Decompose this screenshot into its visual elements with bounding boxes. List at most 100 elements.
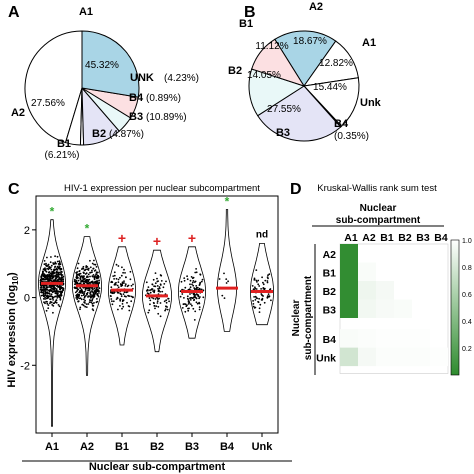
data-point [98,282,100,285]
data-point [56,255,59,258]
data-point [40,275,43,277]
data-point [195,288,198,291]
heatmap-title: Kruskal-Wallis rank sum test [317,183,437,194]
data-point [97,295,100,298]
data-point [75,277,78,280]
data-point [189,279,192,282]
data-point [82,282,85,285]
data-point [79,272,82,275]
data-point [195,297,198,300]
pie-b-value-a1: 12.82% [319,58,353,69]
heatmap-cell-b3-a2 [358,299,376,318]
data-point [44,290,46,292]
data-point [183,303,186,305]
data-point [149,291,152,294]
heatmap-cell-b4-b2 [394,329,412,348]
data-point [92,267,95,270]
data-point [91,303,94,305]
data-point [40,294,43,297]
data-point [152,297,155,300]
data-point [56,260,59,263]
data-point [267,274,269,277]
data-point [77,279,80,282]
data-point [195,301,198,304]
data-point [56,297,59,299]
data-point [86,268,89,271]
data-point [58,295,61,297]
data-point [159,315,162,318]
data-point [255,288,258,290]
pie-a-value-b4: (0.89%) [146,93,181,104]
violin-b1 [107,246,137,346]
data-point [85,276,88,279]
data-point [48,292,51,295]
pie-a-label-a2: A2 [11,107,25,119]
data-point [51,295,54,298]
data-point [79,277,82,279]
data-point [187,309,190,312]
data-point [91,304,94,307]
pie-a-label-b2: B2 [92,128,106,140]
data-point [93,263,95,266]
pie-a-value-a2: 27.56% [31,98,65,109]
pie-chart-b: A2 18.67% A1 12.82% Unk 15.44% B4(0.35%) B3 27.5… [228,1,382,142]
data-point [47,263,50,266]
data-point [260,299,263,301]
data-point [54,255,56,258]
data-point [47,296,50,299]
data-point [47,307,50,310]
data-point [48,284,51,287]
data-point [96,280,99,282]
data-point [162,286,165,289]
data-point [252,300,255,302]
data-point [158,286,161,288]
data-point [261,276,263,279]
data-point [200,280,203,283]
data-point [154,307,156,310]
data-point [42,285,45,287]
colorbar-gradient [450,239,460,376]
data-point [193,295,196,298]
data-point [55,270,58,273]
data-point [43,301,45,304]
data-point [42,271,44,274]
data-point [52,275,55,277]
data-point [159,290,162,293]
data-point [54,274,57,277]
heatmap-row-header-line2: sub-compartment [303,275,314,360]
data-point [266,296,269,299]
data-point [94,263,97,266]
data-point [149,303,151,306]
data-point [196,293,199,296]
heatmap-col-header-line1: Nuclear [360,203,397,214]
data-point [83,278,85,281]
heatmap-cell-a2-a1 [340,244,358,263]
data-point [59,288,61,291]
pie-b-label-b2: B2 [228,65,242,77]
data-point [44,274,47,277]
data-point [223,272,225,275]
data-point [54,301,57,304]
data-point [45,300,47,303]
data-point [153,302,155,305]
data-point [76,290,78,293]
data-point [86,291,89,294]
data-point [192,276,195,279]
data-point [266,276,269,278]
data-point [50,256,52,258]
data-point [52,288,55,290]
data-point [112,275,115,277]
data-point [88,301,91,304]
colorbar-tick-label: 0.4 [462,319,472,326]
data-point [145,281,148,284]
heatmap-cell-b1-a2 [358,262,376,281]
heatmap-cell-unk-b2 [394,347,412,367]
data-point [147,311,150,314]
data-point [254,299,257,301]
data-point [165,305,167,308]
data-point [87,279,90,282]
data-point [57,286,59,288]
heatmap-col-label-b1: B1 [380,232,394,244]
data-point [44,298,46,300]
